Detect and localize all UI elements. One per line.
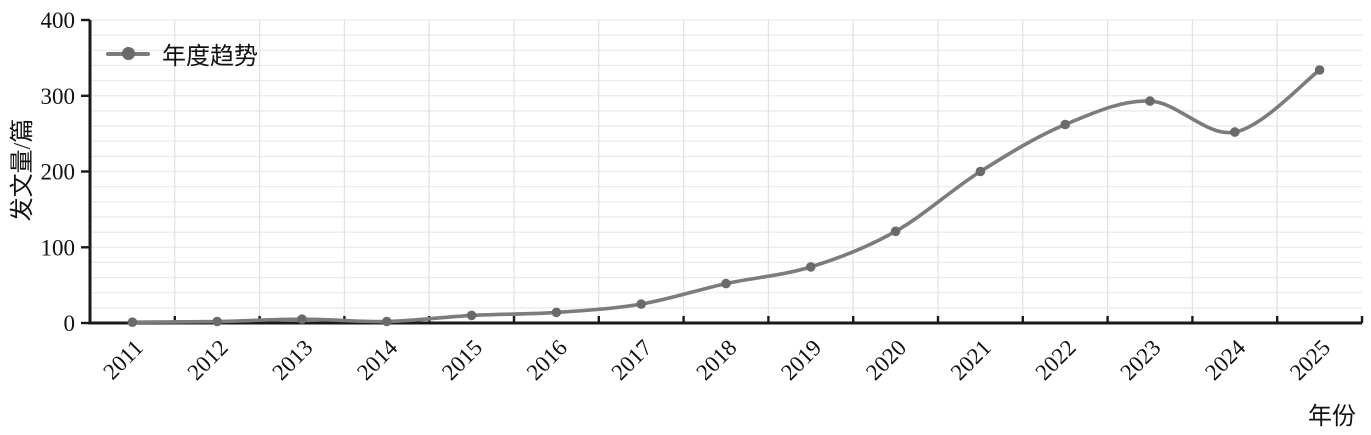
y-tick-label: 300 bbox=[41, 84, 76, 109]
data-point-marker bbox=[1060, 119, 1070, 130]
data-point-marker bbox=[1314, 65, 1325, 75]
y-tick-label: 200 bbox=[41, 160, 76, 185]
data-point-marker bbox=[1145, 96, 1155, 106]
x-tick-label: 2016 bbox=[522, 335, 572, 385]
y-tick-label: 400 bbox=[41, 8, 76, 33]
x-tick-label: 2022 bbox=[1031, 335, 1081, 385]
data-point-marker bbox=[551, 307, 562, 318]
data-point-marker bbox=[1230, 127, 1240, 137]
x-tick-label: 2011 bbox=[98, 335, 148, 385]
legend-line-dot-icon bbox=[106, 47, 150, 60]
x-tick-label: 2017 bbox=[607, 335, 657, 385]
x-tick-label: 2021 bbox=[946, 335, 996, 385]
y-axis-title: 发文量/篇 bbox=[10, 118, 36, 222]
data-point-marker bbox=[806, 262, 816, 272]
legend: 年度趋势 bbox=[106, 36, 258, 71]
x-tick-label: 2025 bbox=[1285, 335, 1335, 385]
x-tick-label: 2019 bbox=[776, 335, 826, 385]
y-tick-label: 0 bbox=[64, 311, 76, 336]
data-point-marker bbox=[382, 316, 392, 327]
x-tick-label: 2024 bbox=[1200, 335, 1251, 386]
x-tick-label: 2015 bbox=[437, 335, 487, 385]
legend-label: 年度趋势 bbox=[162, 44, 258, 70]
data-point-marker bbox=[721, 278, 731, 289]
data-point-marker bbox=[127, 317, 138, 328]
x-tick-label: 2014 bbox=[352, 335, 403, 386]
x-tick-label: 2013 bbox=[267, 335, 317, 385]
data-point-marker bbox=[890, 226, 901, 237]
data-point-marker bbox=[466, 310, 477, 321]
x-axis-title: 年份 bbox=[1308, 404, 1356, 430]
x-tick-label: 2023 bbox=[1115, 335, 1165, 385]
x-tick-label: 2012 bbox=[183, 335, 233, 385]
legend-dot-swatch bbox=[122, 47, 135, 60]
x-tick-label: 2020 bbox=[861, 335, 911, 385]
data-point-marker bbox=[975, 166, 986, 177]
data-point-marker bbox=[212, 316, 222, 327]
x-tick-label: 2018 bbox=[691, 335, 741, 385]
y-tick-label: 100 bbox=[41, 235, 76, 260]
data-point-marker bbox=[636, 299, 646, 309]
data-point-marker bbox=[297, 314, 307, 325]
